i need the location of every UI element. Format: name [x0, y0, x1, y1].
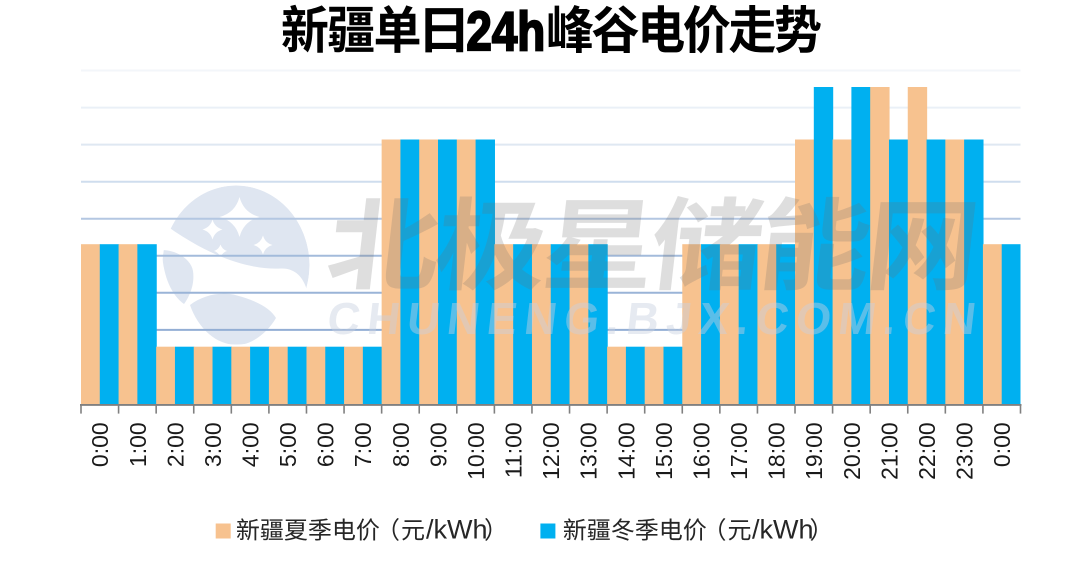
svg-text:19:00: 19:00: [801, 422, 827, 480]
svg-text:11:00: 11:00: [501, 422, 527, 478]
svg-text:24h: 24h: [466, 0, 545, 62]
svg-text:4:00: 4:00: [238, 422, 264, 467]
svg-text:8:00: 8:00: [388, 422, 414, 467]
svg-text:0:00: 0:00: [989, 422, 1015, 467]
svg-text:3:00: 3:00: [200, 422, 226, 467]
svg-text:18:00: 18:00: [764, 422, 790, 480]
svg-text:6:00: 6:00: [313, 422, 339, 467]
svg-text:7:00: 7:00: [350, 422, 376, 467]
svg-text:23:00: 23:00: [952, 422, 978, 480]
svg-text:21:00: 21:00: [876, 422, 902, 480]
svg-text:/kWh: /kWh: [752, 515, 814, 545]
svg-text:22:00: 22:00: [914, 422, 940, 480]
svg-text:9:00: 9:00: [425, 422, 451, 467]
svg-text:17:00: 17:00: [726, 422, 752, 480]
svg-text:20:00: 20:00: [839, 422, 865, 480]
svg-text:13:00: 13:00: [576, 422, 602, 480]
svg-text:/kWh: /kWh: [426, 515, 488, 545]
svg-text:1:00: 1:00: [125, 422, 151, 467]
svg-text:CHUNENG.BJX.COM.CN: CHUNENG.BJX.COM.CN: [325, 293, 986, 344]
svg-text:5:00: 5:00: [275, 422, 301, 467]
svg-text:15:00: 15:00: [651, 422, 677, 480]
svg-text:12:00: 12:00: [538, 422, 564, 480]
svg-text:16:00: 16:00: [689, 422, 715, 480]
svg-text:2:00: 2:00: [162, 422, 188, 467]
svg-text:10:00: 10:00: [463, 422, 489, 480]
svg-text:14:00: 14:00: [613, 422, 639, 480]
svg-text:0:00: 0:00: [87, 422, 113, 467]
